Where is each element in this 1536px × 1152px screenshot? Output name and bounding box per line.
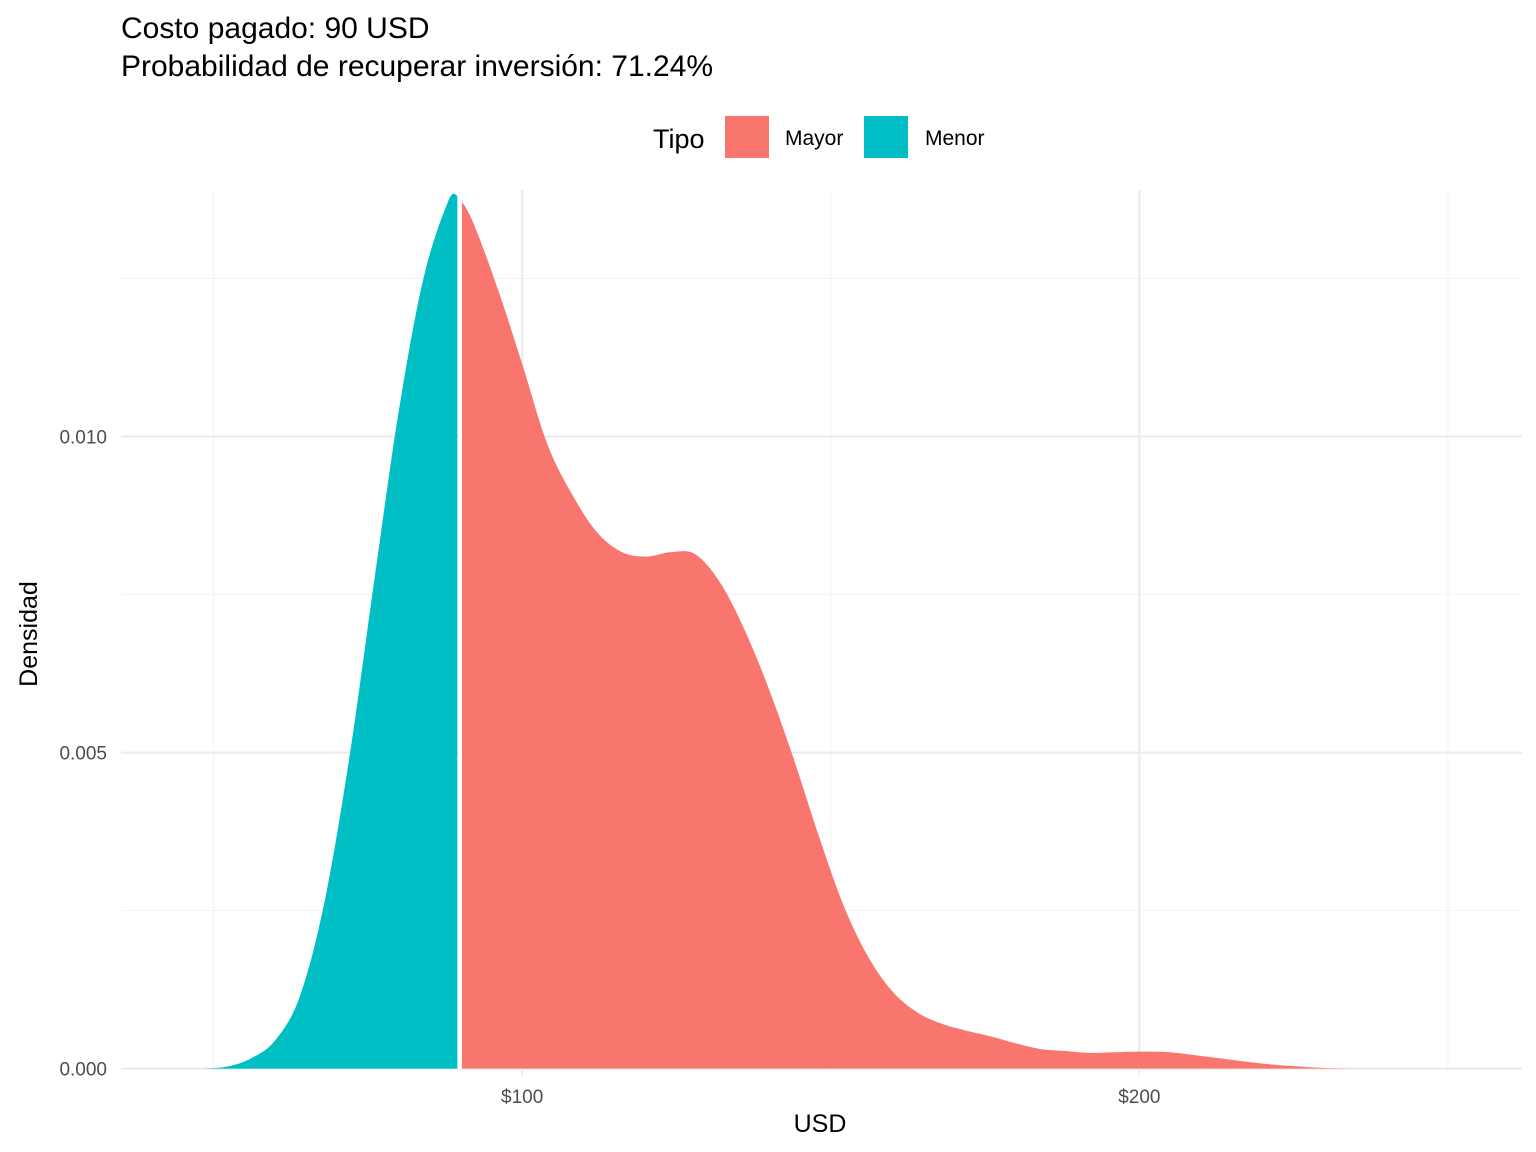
density-area-mayor — [460, 199, 1356, 1069]
x-tick-label: $100 — [501, 1087, 543, 1108]
y-axis-title: Densidad — [15, 581, 43, 687]
y-tick-label: 0.010 — [59, 428, 107, 449]
y-tick-label: 0.000 — [59, 1060, 107, 1081]
legend-key-menor — [864, 116, 908, 158]
chart-title-line-2: Probabilidad de recuperar inversión: 71.… — [121, 50, 714, 83]
legend-label-menor: Menor — [925, 127, 985, 150]
legend-title: Tipo — [653, 124, 705, 154]
x-tick-label: $200 — [1118, 1087, 1160, 1108]
density-area-menor — [201, 193, 458, 1069]
y-tick-label: 0.005 — [59, 744, 107, 765]
x-axis-ticks: $100 $200 — [501, 1087, 1160, 1108]
legend-label-mayor: Mayor — [785, 127, 843, 150]
legend: Tipo Mayor Menor — [653, 116, 985, 158]
legend-key-mayor — [725, 116, 769, 158]
x-axis-title: USD — [794, 1110, 847, 1138]
chart-title-line-1: Costo pagado: 90 USD — [121, 12, 430, 45]
y-axis-ticks: 0.000 0.005 0.010 — [59, 428, 107, 1081]
density-areas — [201, 193, 1356, 1069]
chart-title: Costo pagado: 90 USD Probabilidad de rec… — [121, 10, 713, 86]
